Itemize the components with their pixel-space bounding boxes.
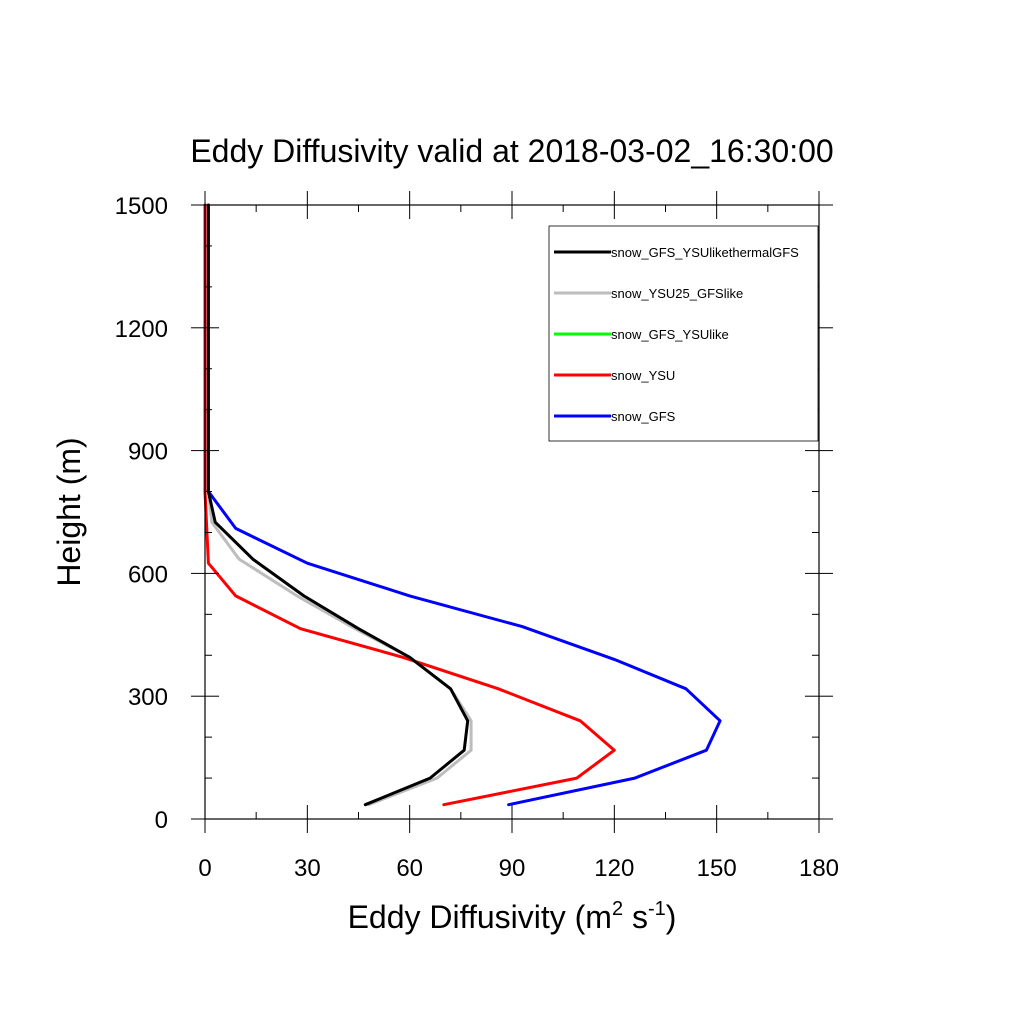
legend-label: snow_GFS_YSUlike — [611, 327, 729, 342]
x-tick-label: 60 — [396, 855, 423, 882]
x-axis-label-sup1: 2 — [612, 898, 623, 920]
legend-item-snow-gfs: snow_GFS — [554, 409, 676, 424]
x-tick-label: 30 — [294, 855, 321, 882]
y-tick-label: 900 — [128, 439, 168, 466]
legend-item-snow-ysu25-gfslike: snow_YSU25_GFSlike — [554, 286, 743, 301]
x-axis-label: Eddy Diffusivity (m2 s-1) — [348, 898, 677, 935]
chart-title: Eddy Diffusivity valid at 2018-03-02_16:… — [190, 133, 833, 169]
x-axis-label-end: ) — [666, 899, 677, 935]
series-snow-gfs-ysulikethermalgfs — [206, 203, 470, 807]
x-tick-label: 90 — [499, 855, 526, 882]
x-axis-label-base: Eddy Diffusivity (m — [348, 899, 612, 935]
x-axis-label-mid: s — [623, 899, 648, 935]
legend-label: snow_YSU25_GFSlike — [611, 286, 743, 301]
x-tick-label: 0 — [198, 855, 211, 882]
y-tick-label: 0 — [155, 807, 168, 834]
y-tick-label: 1200 — [115, 316, 168, 343]
y-axis-label: Height (m) — [51, 437, 87, 586]
legend-items: snow_GFS_YSUlikethermalGFS snow_YSU25_GFS… — [554, 245, 799, 424]
legend-item-snow-gfs-ysulike: snow_GFS_YSUlike — [554, 327, 729, 342]
legend-label: snow_GFS_YSUlikethermalGFS — [611, 245, 799, 260]
legend-label: snow_GFS — [611, 409, 676, 424]
y-tick-label: 600 — [128, 561, 168, 588]
x-tick-label: 180 — [799, 855, 839, 882]
legend-item-snow-ysu: snow_YSU — [554, 368, 675, 383]
ticks-layer: 0 30 60 90 120 150 180 0 300 600 900 1200 1500 — [115, 191, 839, 882]
series-snow-ysu25-gfslike — [206, 203, 473, 807]
x-tick-label: 120 — [594, 855, 634, 882]
y-tick-label: 300 — [128, 684, 168, 711]
legend-item-snow-gfs-ysulikethermalgfs: snow_GFS_YSUlikethermalGFS — [554, 245, 799, 260]
y-tick-label: 1500 — [115, 193, 168, 220]
legend-label: snow_YSU — [611, 368, 675, 383]
legend: snow_GFS_YSUlikethermalGFS snow_YSU25_GFS… — [548, 225, 819, 442]
x-axis-label-sup2: -1 — [648, 898, 666, 920]
x-tick-label: 150 — [697, 855, 737, 882]
